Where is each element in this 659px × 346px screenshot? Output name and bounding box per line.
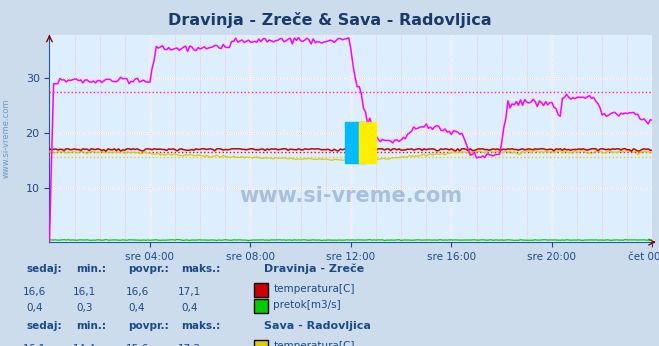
Text: Dravinja - Zreče & Sava - Radovljica: Dravinja - Zreče & Sava - Radovljica (167, 12, 492, 28)
Text: temperatura[C]: temperatura[C] (273, 284, 355, 294)
Text: povpr.:: povpr.: (129, 321, 169, 331)
Text: 0,4: 0,4 (26, 303, 43, 313)
Text: www.si-vreme.com: www.si-vreme.com (2, 99, 11, 178)
Text: sedaj:: sedaj: (26, 321, 62, 331)
Text: Dravinja - Zreče: Dravinja - Zreče (264, 263, 364, 274)
Text: pretok[m3/s]: pretok[m3/s] (273, 300, 341, 310)
Text: 0,4: 0,4 (129, 303, 146, 313)
Text: 14,4: 14,4 (72, 344, 96, 346)
Text: 16,1: 16,1 (72, 287, 96, 297)
Text: povpr.:: povpr.: (129, 264, 169, 274)
Text: min.:: min.: (76, 321, 106, 331)
Text: 16,1: 16,1 (23, 344, 47, 346)
Text: 15,6: 15,6 (125, 344, 149, 346)
Text: 16,6: 16,6 (125, 287, 149, 297)
Bar (345, 122, 366, 163)
Text: maks.:: maks.: (181, 321, 221, 331)
Text: 0,3: 0,3 (76, 303, 93, 313)
Text: sedaj:: sedaj: (26, 264, 62, 274)
Text: min.:: min.: (76, 264, 106, 274)
Text: maks.:: maks.: (181, 264, 221, 274)
Text: temperatura[C]: temperatura[C] (273, 341, 355, 346)
Text: 17,2: 17,2 (178, 344, 202, 346)
Text: 0,4: 0,4 (181, 303, 198, 313)
Text: www.si-vreme.com: www.si-vreme.com (239, 186, 463, 206)
Bar (359, 122, 376, 163)
Text: Sava - Radovljica: Sava - Radovljica (264, 321, 370, 331)
Text: 17,1: 17,1 (178, 287, 202, 297)
Text: 16,6: 16,6 (23, 287, 47, 297)
